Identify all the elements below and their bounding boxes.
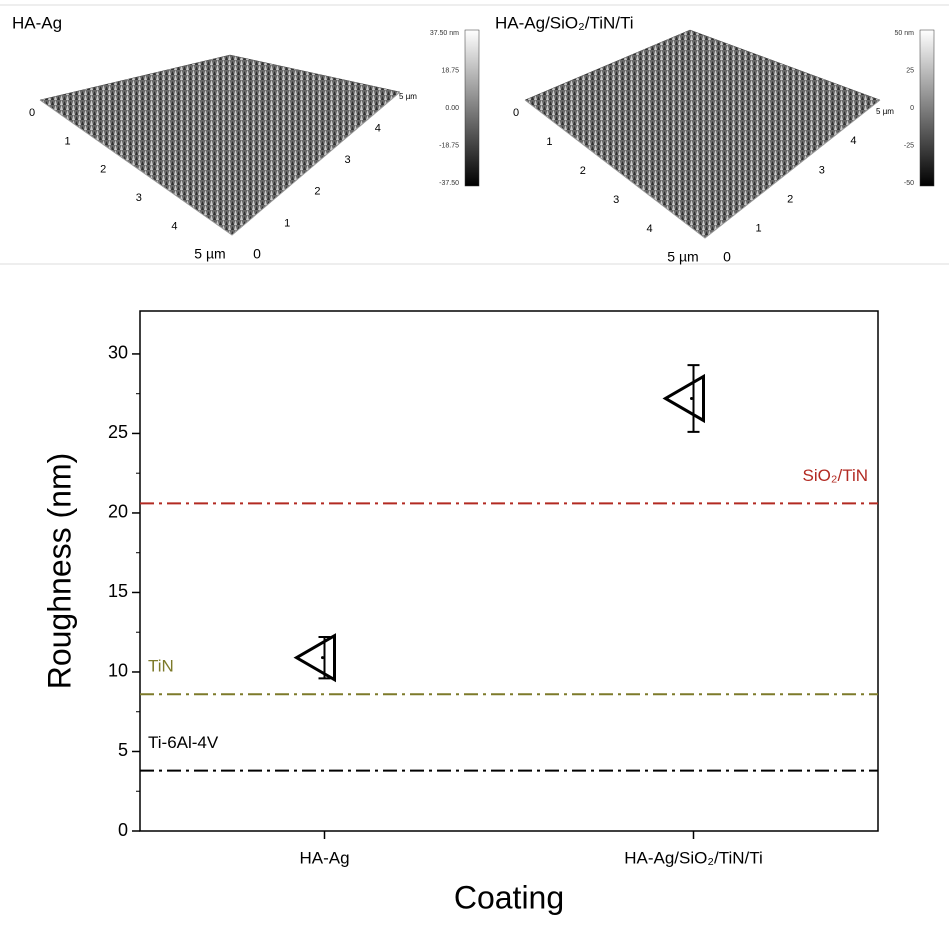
afm-axis-label: 4 <box>375 123 381 135</box>
x-tick-label: HA-Ag/SiO₂/TiN/Ti <box>624 848 763 867</box>
figure: HA-Ag 37.50 nm 18.75 0.00 -18.75 -37.50 0 1 2 3 4 5… <box>0 0 949 921</box>
afm-axis-label: 5 µm <box>399 92 417 101</box>
afm-surface <box>40 55 400 235</box>
afm-axis-label: 1 <box>284 217 290 229</box>
colorbar-tick-label: 37.50 nm <box>430 30 459 37</box>
x-axis-title: Coating <box>454 879 564 915</box>
x-tick-label: HA-Ag <box>299 848 349 867</box>
y-tick-label: 0 <box>118 820 128 840</box>
y-axis-title: Roughness (nm) <box>41 453 77 690</box>
afm-axis-label: 3 <box>613 194 619 206</box>
afm-title: HA-Ag/SiO₂/TiN/Ti <box>495 13 634 32</box>
colorbar-tick-label: -37.50 <box>439 180 459 187</box>
marker-center <box>690 397 693 400</box>
error-bar <box>688 365 700 432</box>
colorbar-tick-label: 18.75 <box>441 67 459 74</box>
afm-axis-label: 0 <box>723 249 731 265</box>
afm-axis-label: 1 <box>546 136 552 148</box>
reference-label: SiO₂/TiN <box>803 466 868 485</box>
plot-frame <box>140 311 878 831</box>
y-tick-label: 20 <box>108 502 128 522</box>
colorbar-tick-label: -50 <box>904 180 914 187</box>
y-tick-label: 5 <box>118 740 128 760</box>
marker <box>297 636 335 680</box>
afm-axis-label: 1 <box>65 135 71 147</box>
afm-axis-label: 5 µm <box>876 107 894 116</box>
afm-axis-label: 1 <box>756 223 762 235</box>
y-tick-label: 15 <box>108 581 128 601</box>
colorbar-tick-label: -25 <box>904 142 914 149</box>
colorbar-tick-label: 0 <box>910 105 914 112</box>
colorbar <box>465 30 479 186</box>
y-tick-label: 10 <box>108 661 128 681</box>
afm-axis-label: 0 <box>513 107 519 119</box>
colorbar-tick-label: -18.75 <box>439 142 459 149</box>
afm-axis-label: 2 <box>787 194 793 206</box>
marker-center <box>321 656 324 659</box>
afm-axis-label: 4 <box>850 135 856 147</box>
afm-axis-label: 0 <box>253 246 261 262</box>
y-tick-label: 25 <box>108 422 128 442</box>
afm-axis-label: 3 <box>136 192 142 204</box>
afm-axis-label: 0 <box>29 107 35 119</box>
colorbar-tick-label: 50 nm <box>895 30 915 37</box>
afm-axis-label: 2 <box>580 165 586 177</box>
colorbar-tick-label: 25 <box>906 67 914 74</box>
reference-label: Ti-6Al-4V <box>148 733 219 752</box>
afm-axis-label: 5 µm <box>667 249 698 265</box>
afm-axis-label: 5 µm <box>194 246 225 262</box>
afm-title: HA-Ag <box>12 13 62 32</box>
afm-axis-label: 2 <box>314 186 320 198</box>
afm-axis-label: 3 <box>345 154 351 166</box>
y-tick-label: 30 <box>108 343 128 363</box>
colorbar-tick-label: 0.00 <box>445 105 459 112</box>
reference-label: TiN <box>148 657 174 676</box>
afm-axis-label: 4 <box>171 221 177 233</box>
afm-axis-label: 4 <box>647 223 653 235</box>
afm-axis-label: 2 <box>100 164 106 176</box>
afm-surface <box>525 30 880 238</box>
colorbar <box>920 30 934 186</box>
afm-axis-label: 3 <box>819 164 825 176</box>
marker <box>666 376 704 420</box>
